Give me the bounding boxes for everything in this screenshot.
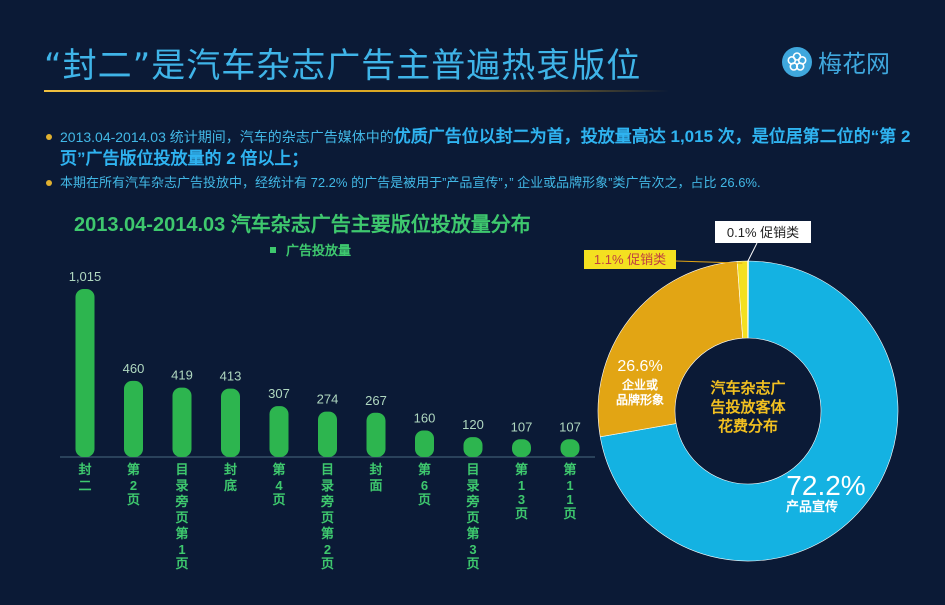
donut-slice-0 [599,260,899,562]
page-title: “封二”是汽车杂志广告主普遍热衷版位 [44,46,642,86]
bullet-1-highlight: 优质广告位以封二为首，投放量高达 1,015 次，是位居第二位的“第 2 页”广… [60,127,911,168]
bullet-dot [46,180,52,186]
donut-slice-3 [747,260,749,339]
bar-2 [172,387,192,457]
slice-3-leader [747,242,758,262]
brand-logo: 梅花网 [782,44,890,79]
value-label-1: 460 [123,361,145,376]
value-label-5: 274 [317,392,339,407]
value-label-6: 267 [365,393,387,408]
donut-slice-1 [597,261,744,438]
slice-2-label-box [584,250,676,269]
donut-center-title: 汽车杂志广告投放客体花费分布 [710,379,786,435]
value-label-2: 419 [171,368,193,383]
bar-1 [124,380,143,457]
bar-6 [366,412,386,457]
bar-3 [221,388,240,457]
value-label-8: 120 [462,417,484,432]
bar-10 [560,439,580,457]
bar-4 [269,406,289,457]
bar-9 [512,439,531,457]
slice-2-label: 1.1% 促销类 [594,252,666,267]
bullet-dot [46,134,52,140]
category-label-6: 封面 [369,462,382,493]
slice-1-label: 企业或品牌形象 [616,377,664,407]
bar-0 [75,289,95,457]
bullet-point-1: 2013.04-2014.03 统计期间，汽车的杂志广告媒体中的优质广告位以封二… [46,126,920,170]
category-label-0: 封二 [78,462,91,493]
donut-hole [676,339,820,483]
category-label-8: 目录旁页第 3 页 [465,462,479,571]
plum-flower-icon [782,46,812,77]
slice-2-leader [675,260,743,264]
bar-8 [463,437,483,457]
bullet-1-text: 2013.04-2014.03 统计期间，汽车的杂志广告媒体中的 [60,129,394,145]
value-label-10: 107 [559,419,581,434]
category-label-2: 目录旁页第 1 页 [174,462,188,571]
value-label-9: 107 [511,419,533,434]
legend-label: 广告投放量 [286,243,352,258]
slice-3-label-box [715,221,811,243]
category-label-5: 目录旁页第 2 页 [320,462,334,571]
legend-swatch [270,246,276,253]
bar-chart-legend: 广告投放量 [270,240,351,259]
bullet-2-text: 本期在所有汽车杂志广告投放中，经统计有 72.2% 的广告是被用于”产品宣传”，… [60,175,761,190]
title-underline [44,90,669,92]
value-label-3: 413 [220,369,242,384]
bar-chart-title: 2013.04-2014.03 汽车杂志广告主要版位投放量分布 [74,214,531,236]
category-label-3: 封底 [224,462,237,493]
slice-0-label: 产品宣传 [786,499,838,514]
bar-7 [415,430,434,457]
value-label-0: 1,015 [69,269,102,284]
bullet-point-2: 本期在所有汽车杂志广告投放中，经统计有 72.2% 的广告是被用于”产品宣传”，… [46,172,920,194]
logo-text: 梅花网 [818,50,890,78]
bar-5 [318,411,337,457]
slice-1-percent: 26.6% [617,358,662,375]
slice-0-percent: 72.2% [786,470,865,501]
slice-3-label: 0.1% 促销类 [727,225,799,240]
value-label-7: 160 [414,411,436,426]
value-label-4: 307 [268,386,290,401]
